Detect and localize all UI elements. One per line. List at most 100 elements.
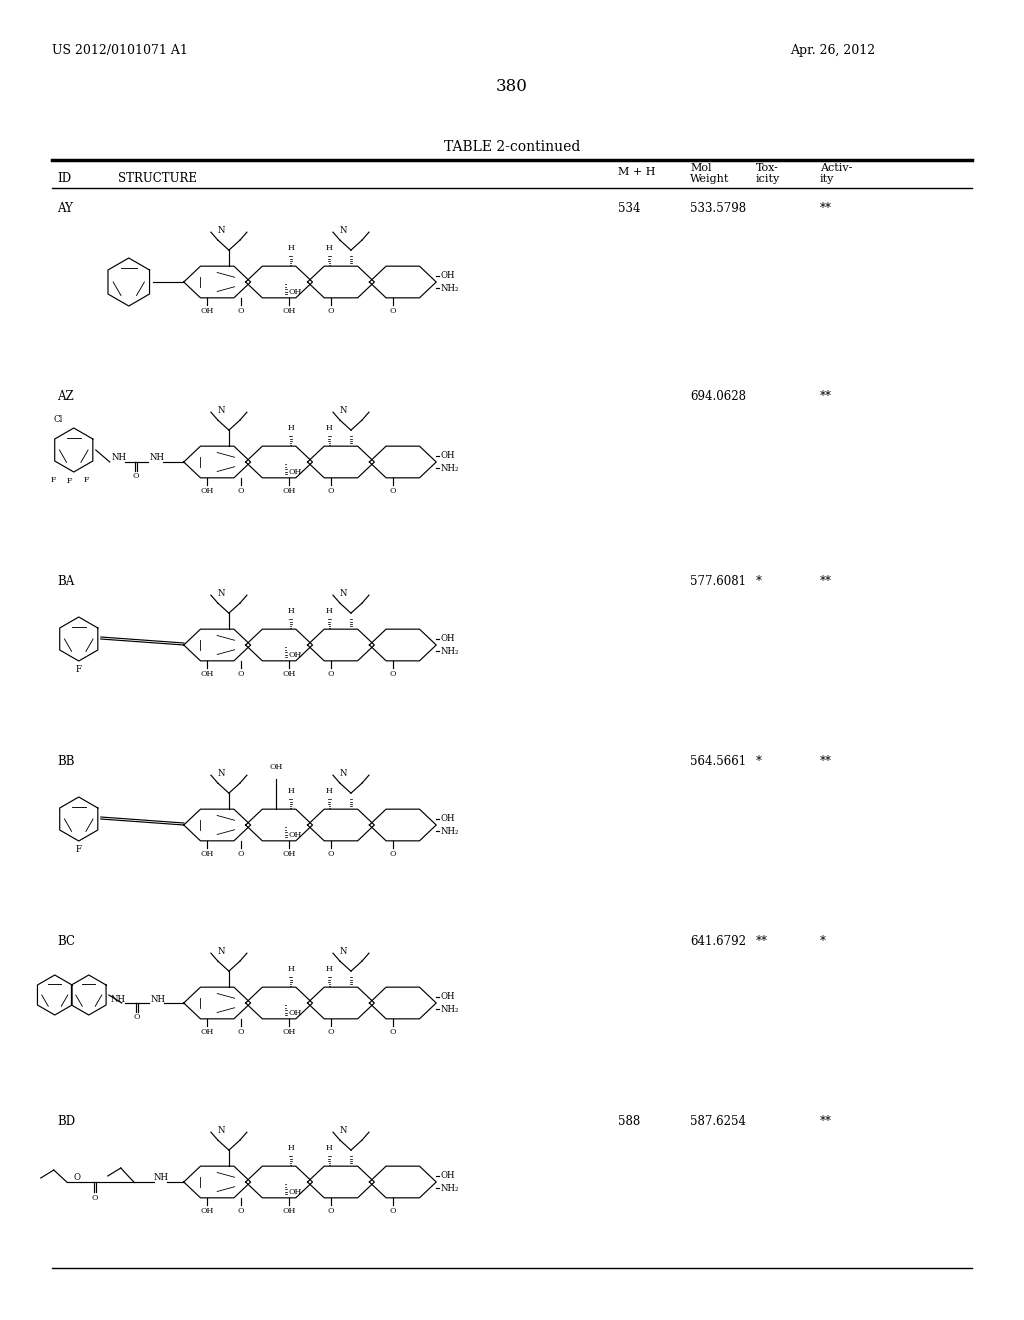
Text: **: ** xyxy=(820,755,831,768)
Text: BA: BA xyxy=(57,576,75,587)
Text: *: * xyxy=(820,935,826,948)
Text: OH: OH xyxy=(283,487,296,495)
Text: Weight: Weight xyxy=(690,174,729,183)
Text: F: F xyxy=(76,665,82,675)
Text: 380: 380 xyxy=(496,78,528,95)
Text: US 2012/0101071 A1: US 2012/0101071 A1 xyxy=(52,44,187,57)
Text: O: O xyxy=(132,473,139,480)
Text: OH: OH xyxy=(283,850,296,858)
Text: O: O xyxy=(238,669,244,678)
Text: NH₂: NH₂ xyxy=(440,463,459,473)
Text: O: O xyxy=(74,1173,81,1183)
Text: H: H xyxy=(326,1144,333,1152)
Text: OH: OH xyxy=(289,1008,302,1016)
Text: NH: NH xyxy=(151,994,166,1003)
Text: **: ** xyxy=(820,576,831,587)
Text: N: N xyxy=(217,589,224,598)
Text: O: O xyxy=(328,1028,334,1036)
Text: H: H xyxy=(288,607,294,615)
Text: 534: 534 xyxy=(618,202,640,215)
Text: BB: BB xyxy=(57,755,75,768)
Text: BD: BD xyxy=(57,1115,75,1129)
Text: Cl: Cl xyxy=(53,414,62,424)
Text: H: H xyxy=(288,424,294,432)
Text: NH: NH xyxy=(111,994,126,1003)
Text: O: O xyxy=(238,306,244,315)
Text: OH: OH xyxy=(283,669,296,678)
Text: AZ: AZ xyxy=(57,389,74,403)
Text: N: N xyxy=(339,948,347,956)
Text: O: O xyxy=(328,1206,334,1214)
Text: 564.5661: 564.5661 xyxy=(690,755,746,768)
Text: O: O xyxy=(389,1028,396,1036)
Text: OH: OH xyxy=(201,487,214,495)
Text: OH: OH xyxy=(201,850,214,858)
Text: O: O xyxy=(389,306,396,315)
Text: N: N xyxy=(217,226,224,235)
Text: 694.0628: 694.0628 xyxy=(690,389,746,403)
Text: O: O xyxy=(238,1028,244,1036)
Text: H: H xyxy=(326,607,333,615)
Text: NH: NH xyxy=(150,454,165,462)
Text: STRUCTURE: STRUCTURE xyxy=(118,172,197,185)
Text: H: H xyxy=(326,244,333,252)
Text: N: N xyxy=(339,407,347,416)
Text: O: O xyxy=(328,850,334,858)
Text: O: O xyxy=(133,1012,140,1020)
Text: *: * xyxy=(756,755,762,768)
Text: N: N xyxy=(217,948,224,956)
Text: OH: OH xyxy=(440,1171,455,1180)
Text: N: N xyxy=(339,1126,347,1135)
Text: NH₂: NH₂ xyxy=(440,1184,459,1193)
Text: **: ** xyxy=(820,389,831,403)
Text: ID: ID xyxy=(57,172,71,185)
Text: F: F xyxy=(84,477,89,484)
Text: H: H xyxy=(288,244,294,252)
Text: H: H xyxy=(288,1144,294,1152)
Text: NH₂: NH₂ xyxy=(440,1005,459,1014)
Text: O: O xyxy=(238,487,244,495)
Text: 641.6792: 641.6792 xyxy=(690,935,746,948)
Text: **: ** xyxy=(820,1115,831,1129)
Text: H: H xyxy=(326,424,333,432)
Text: Apr. 26, 2012: Apr. 26, 2012 xyxy=(790,44,876,57)
Text: OH: OH xyxy=(440,814,455,824)
Text: H: H xyxy=(326,965,333,973)
Text: AY: AY xyxy=(57,202,73,215)
Text: N: N xyxy=(339,226,347,235)
Text: N: N xyxy=(217,1126,224,1135)
Text: OH: OH xyxy=(440,451,455,461)
Text: O: O xyxy=(238,1206,244,1214)
Text: **: ** xyxy=(820,202,831,215)
Text: ity: ity xyxy=(820,174,835,183)
Text: OH: OH xyxy=(201,1206,214,1214)
Text: NH: NH xyxy=(154,1173,169,1183)
Text: N: N xyxy=(217,407,224,416)
Text: O: O xyxy=(328,306,334,315)
Text: O: O xyxy=(389,669,396,678)
Text: 533.5798: 533.5798 xyxy=(690,202,746,215)
Text: OH: OH xyxy=(201,1028,214,1036)
Text: NH₂: NH₂ xyxy=(440,826,459,836)
Text: Activ-: Activ- xyxy=(820,162,852,173)
Text: F: F xyxy=(76,845,82,854)
Text: NH₂: NH₂ xyxy=(440,647,459,656)
Text: OH: OH xyxy=(289,467,302,475)
Text: OH: OH xyxy=(269,763,283,771)
Text: *: * xyxy=(756,576,762,587)
Text: F: F xyxy=(50,477,55,484)
Text: H: H xyxy=(288,787,294,795)
Text: OH: OH xyxy=(289,651,302,659)
Text: OH: OH xyxy=(440,271,455,280)
Text: Mol: Mol xyxy=(690,162,712,173)
Text: OH: OH xyxy=(201,306,214,315)
Text: O: O xyxy=(389,1206,396,1214)
Text: M + H: M + H xyxy=(618,168,655,177)
Text: Tox-: Tox- xyxy=(756,162,779,173)
Text: OH: OH xyxy=(440,993,455,1001)
Text: N: N xyxy=(217,770,224,779)
Text: 588: 588 xyxy=(618,1115,640,1129)
Text: OH: OH xyxy=(440,634,455,643)
Text: NH₂: NH₂ xyxy=(440,284,459,293)
Text: 577.6081: 577.6081 xyxy=(690,576,746,587)
